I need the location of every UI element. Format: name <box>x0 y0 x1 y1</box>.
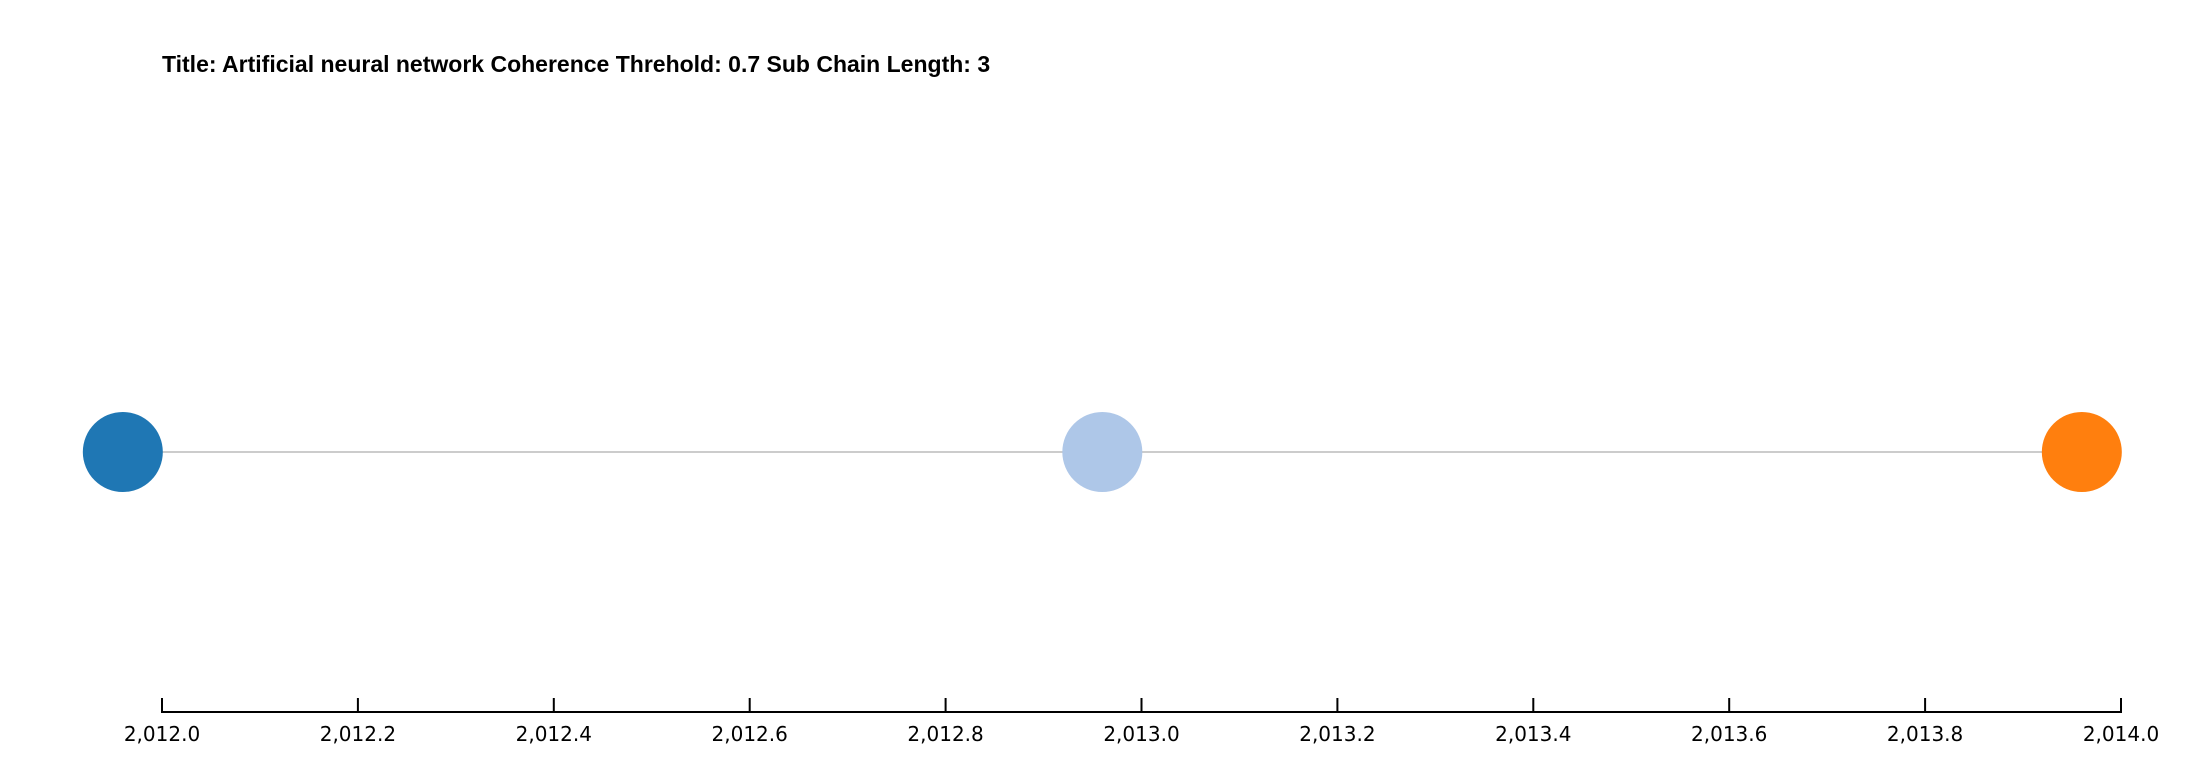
x-tick-label: 2,013.0 <box>1103 722 1179 746</box>
data-points-layer <box>82 412 2122 492</box>
x-tick-label: 2,012.6 <box>712 722 788 746</box>
chart-title: Title: Artificial neural network Coheren… <box>162 51 990 77</box>
x-tick-label: 2,013.2 <box>1299 722 1375 746</box>
x-tick-label: 2,012.8 <box>907 722 983 746</box>
x-tick-label: 2,012.2 <box>320 722 396 746</box>
x-tick-label: 2,012.0 <box>124 722 200 746</box>
x-axis: 2,012.0 2,012.2 2,012.4 2,012.6 2,012.8 2,013… <box>124 698 2159 746</box>
data-point-3 <box>2041 412 2122 492</box>
x-tick-label: 2,013.6 <box>1691 722 1767 746</box>
data-point-2 <box>1062 412 1143 492</box>
x-tick-label: 2,013.8 <box>1887 722 1963 746</box>
x-tick-label: 2,013.4 <box>1495 722 1571 746</box>
x-tick-label: 2,014.0 <box>2083 722 2159 746</box>
x-tick-label: 2,012.4 <box>516 722 592 746</box>
data-point-1 <box>82 412 163 492</box>
